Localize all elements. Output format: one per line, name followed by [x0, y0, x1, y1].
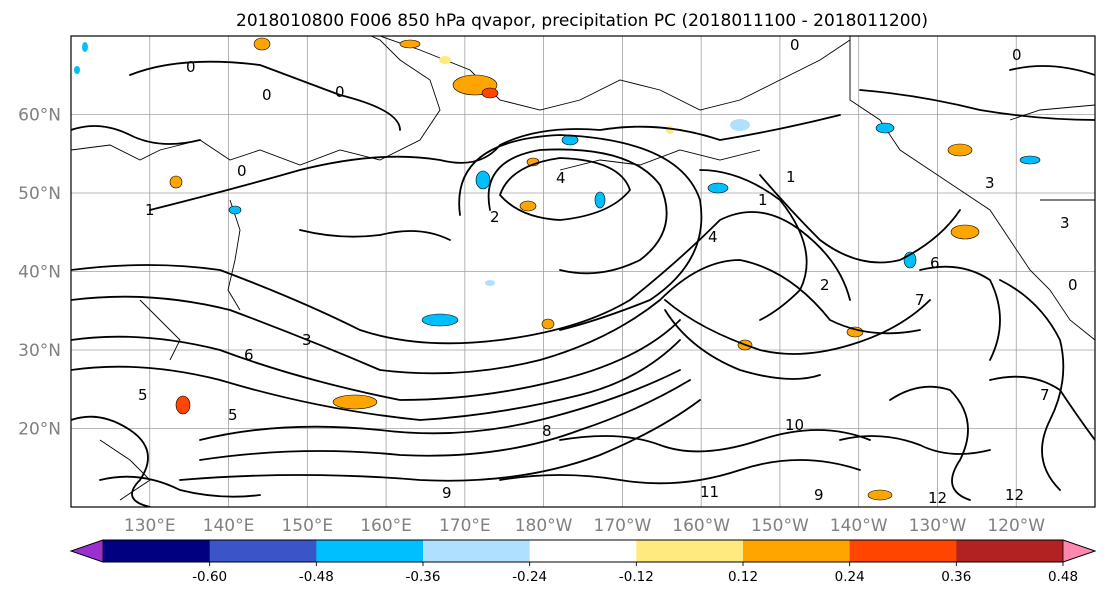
lon-tick-label: 130°E	[124, 516, 176, 536]
gridlines	[71, 36, 1095, 507]
colorbar-segment	[529, 540, 637, 562]
latitude-tick-labels: 60°N 50°N 40°N 30°N 20°N	[18, 106, 61, 440]
lon-tick-label: 160°W	[672, 516, 730, 536]
colorbar: -0.60 -0.48 -0.36 -0.24 -0.12 0.12 0.24 0.36 0.4…	[69, 539, 1097, 585]
qvapor-contours	[71, 60, 1095, 507]
contour-label: 0	[335, 83, 345, 101]
contour-label: 10	[785, 416, 804, 434]
contour-labels: 0 0 0 0 0 1 1 1 0 2 4 3 3 3 0 2 4 5 5 6	[138, 36, 1078, 507]
contour-label: 11	[700, 483, 719, 501]
contour-label: 0	[186, 58, 196, 76]
contour-label: 12	[928, 489, 947, 507]
colorbar-segment	[636, 540, 744, 562]
colorbar-tick-label: 0.12	[728, 569, 758, 585]
lat-tick-label: 30°N	[18, 341, 61, 361]
contour-label: 8	[542, 422, 552, 440]
colorbar-segment	[316, 540, 424, 562]
contour-label: 6	[930, 254, 940, 272]
contour-label: 2	[490, 208, 500, 226]
colorbar-tick-label: 0.48	[1048, 569, 1078, 585]
contour-label: 3	[1060, 214, 1070, 232]
lon-tick-label: 140°E	[203, 516, 255, 536]
contour-label: 7	[915, 291, 925, 309]
contour-label: 2	[820, 276, 830, 294]
map-panel: 0 0 0 0 0 1 1 1 0 2 4 3 3 3 0 2 4 5 5 6	[70, 35, 1096, 508]
lon-tick-label: 170°W	[594, 516, 652, 536]
lon-tick-label: 150°E	[281, 516, 333, 536]
contour-label: 0	[1012, 46, 1022, 64]
contour-label: 1	[758, 191, 768, 209]
lon-tick-label: 130°W	[909, 516, 967, 536]
contour-label: 0	[1068, 276, 1078, 294]
contour-label: 0	[262, 86, 272, 104]
figure-title: 2018010800 F006 850 hPa qvapor, precipit…	[236, 11, 928, 31]
contour-label: 1	[786, 168, 796, 186]
contour-label: 1	[145, 201, 155, 219]
colorbar-segment	[956, 540, 1064, 562]
contour-label: 3	[985, 174, 995, 192]
lat-tick-label: 50°N	[18, 184, 61, 204]
lon-tick-label: 160°E	[360, 516, 412, 536]
colorbar-segment	[423, 540, 531, 562]
longitude-tick-labels: 130°E 140°E 150°E 160°E 170°E 180°W 170°W 160°W…	[124, 516, 1045, 536]
colorbar-segment	[849, 540, 957, 562]
map-frame	[70, 35, 1096, 508]
lon-tick-label: 170°E	[439, 516, 491, 536]
contour-label: 0	[790, 36, 800, 54]
lon-tick-label: 120°W	[987, 516, 1045, 536]
colorbar-tick-label: -0.24	[512, 569, 547, 585]
contour-label: 5	[228, 406, 238, 424]
colorbar-extend-min	[69, 539, 104, 563]
contour-label: 4	[556, 169, 566, 187]
colorbar-tick-label: -0.60	[192, 569, 227, 585]
colorbar-segment	[103, 540, 211, 562]
contour-label: 3	[302, 331, 312, 349]
contour-label: 9	[814, 486, 824, 504]
colorbar-extend-max	[1062, 539, 1097, 563]
precipitation-shading	[74, 37, 1041, 501]
colorbar-tick-label: -0.36	[406, 569, 441, 585]
lat-tick-label: 40°N	[18, 263, 61, 283]
contour-label: 0	[237, 162, 247, 180]
lon-tick-label: 140°W	[830, 516, 888, 536]
contour-label: 12	[1005, 486, 1024, 504]
colorbar-tick-label: -0.12	[619, 569, 654, 585]
contour-label: 5	[138, 386, 148, 404]
lat-tick-label: 20°N	[18, 420, 61, 440]
colorbar-segment	[743, 540, 851, 562]
contour-label: 4	[708, 228, 718, 246]
colorbar-tick-label: 0.36	[941, 569, 971, 585]
lat-tick-label: 60°N	[18, 106, 61, 126]
contour-label: 7	[1040, 386, 1050, 404]
lon-tick-label: 150°W	[751, 516, 809, 536]
colorbar-tick-label: 0.24	[835, 569, 865, 585]
lon-tick-label: 180°W	[515, 516, 573, 536]
colorbar-tick-label: -0.48	[299, 569, 334, 585]
coastlines	[71, 36, 1095, 501]
colorbar-outline	[69, 539, 1097, 563]
contour-label: 9	[442, 484, 452, 502]
colorbar-segment	[209, 540, 317, 562]
contour-label: 6	[244, 346, 254, 364]
